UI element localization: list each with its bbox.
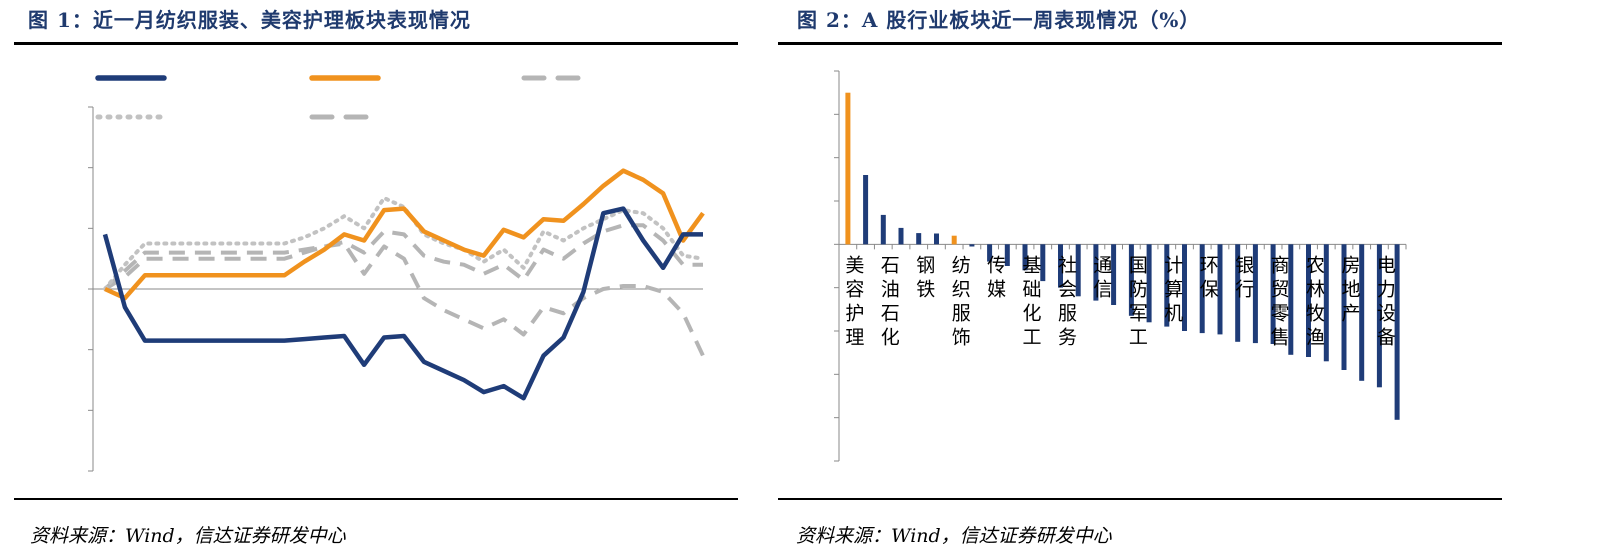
- category-label: 银行: [1235, 254, 1254, 300]
- bar-28: [1341, 244, 1347, 370]
- bar-26: [1306, 244, 1311, 357]
- bar-22: [1235, 244, 1241, 342]
- right-title-rule: [778, 42, 1502, 45]
- bar-23: [1252, 244, 1258, 344]
- bar-0: [845, 92, 851, 245]
- bar-4: [916, 233, 922, 245]
- bar-9: [1004, 244, 1010, 266]
- left-legend: [95, 75, 593, 120]
- category-label: 纺织服饰: [952, 254, 971, 348]
- category-label: 美容护理: [845, 254, 864, 348]
- category-label: 石油石化: [881, 254, 900, 348]
- category-label: 房地产: [1341, 254, 1360, 324]
- bar-13: [1075, 244, 1081, 297]
- category-label: 钢铁: [916, 254, 935, 300]
- category-label: 环保: [1200, 254, 1219, 300]
- bar-27: [1323, 244, 1329, 362]
- bar-7: [969, 244, 975, 247]
- right-source-note: 资料来源：Wind，信达证券研发中心: [796, 525, 1112, 547]
- left-chart-title: 图 1：近一月纺织服装、美容护理板块表现情况: [28, 8, 471, 32]
- bar-12: [1058, 244, 1063, 288]
- right-bars-group: [845, 92, 1400, 420]
- left-source-note: 资料来源：Wind，信达证券研发中心: [30, 525, 346, 547]
- bar-19: [1182, 244, 1187, 331]
- bar-20: [1199, 244, 1205, 334]
- left-series-line-4: [103, 241, 705, 357]
- left-series-line-2: [103, 223, 703, 291]
- bar-16: [1128, 244, 1134, 316]
- left-axes: [88, 106, 703, 472]
- bar-21: [1217, 244, 1223, 335]
- left-line-chart: [88, 75, 705, 472]
- category-label: 农林牧渔: [1306, 254, 1325, 348]
- bar-15: [1111, 244, 1117, 305]
- bar-1: [863, 175, 869, 245]
- bar-24: [1270, 244, 1276, 344]
- category-label: 基础化工: [1022, 254, 1041, 348]
- bar-29: [1359, 244, 1365, 381]
- bar-2: [880, 214, 886, 245]
- right-category-labels: 美容护理石油石化钢铁纺织服饰传媒基础化工社会服务通信国防军工计算机环保银行商贸零…: [845, 254, 1396, 348]
- bar-5: [934, 233, 939, 245]
- right-bottom-rule: [778, 498, 1502, 500]
- bar-30: [1376, 244, 1382, 388]
- category-label: 传媒: [987, 254, 1006, 300]
- bar-17: [1146, 244, 1152, 323]
- category-label: 国防军工: [1129, 254, 1148, 348]
- bar-31: [1394, 244, 1400, 420]
- bar-18: [1164, 244, 1170, 327]
- bar-14: [1093, 244, 1099, 301]
- left-series-group: [102, 168, 705, 401]
- bar-3: [898, 227, 904, 245]
- category-label: 计算机: [1164, 254, 1183, 324]
- category-label: 商贸零售: [1271, 254, 1290, 348]
- category-label: 社会服务: [1058, 254, 1077, 348]
- bar-11: [1040, 244, 1046, 282]
- bar-10: [1022, 244, 1028, 271]
- left-series-line-0: [102, 206, 703, 401]
- left-title-rule: [14, 42, 738, 45]
- left-series-line-1: [104, 168, 705, 301]
- left-bottom-rule: [14, 498, 738, 500]
- category-label: 通信: [1093, 254, 1112, 300]
- right-bar-chart: 美容护理石油石化钢铁纺织服饰传媒基础化工社会服务通信国防军工计算机环保银行商贸零…: [834, 70, 1407, 462]
- bar-25: [1288, 244, 1294, 355]
- bar-8: [987, 244, 993, 262]
- right-chart-title: 图 2：A 股行业板块近一周表现情况（%）: [797, 8, 1201, 32]
- category-label: 电力设备: [1377, 254, 1396, 348]
- right-axes: [834, 70, 1407, 462]
- bar-6: [951, 235, 957, 245]
